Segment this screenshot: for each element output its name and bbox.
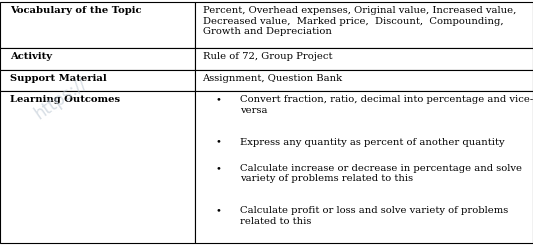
Text: •: •: [216, 95, 222, 104]
Text: Rule of 72, Group Project: Rule of 72, Group Project: [203, 52, 332, 61]
Text: Support Material: Support Material: [10, 74, 107, 83]
Text: Percent, Overhead expenses, Original value, Increased value,
Decreased value,  M: Percent, Overhead expenses, Original val…: [203, 6, 516, 36]
Text: Express any quantity as percent of another quantity: Express any quantity as percent of anoth…: [240, 138, 504, 147]
Bar: [0, 91, 195, 243]
Bar: [0, 2, 195, 48]
Text: •: •: [216, 206, 222, 215]
Bar: [195, 48, 533, 70]
Text: Activity: Activity: [10, 52, 52, 61]
Bar: [195, 70, 533, 91]
Text: Calculate increase or decrease in percentage and solve
variety of problems relat: Calculate increase or decrease in percen…: [240, 164, 522, 183]
Text: https://: https://: [31, 74, 91, 122]
Text: •: •: [216, 138, 222, 147]
Text: Assignment, Question Bank: Assignment, Question Bank: [203, 74, 343, 83]
Text: Vocabulary of the Topic: Vocabulary of the Topic: [10, 6, 141, 15]
Bar: [195, 2, 533, 48]
Text: Calculate profit or loss and solve variety of problems
related to this: Calculate profit or loss and solve varie…: [240, 206, 508, 226]
Text: Convert fraction, ratio, decimal into percentage and vice-
versa: Convert fraction, ratio, decimal into pe…: [240, 95, 533, 115]
Bar: [0, 48, 195, 70]
Text: Learning Outcomes: Learning Outcomes: [10, 95, 120, 104]
Bar: [195, 91, 533, 243]
Text: •: •: [216, 164, 222, 173]
Bar: [0, 70, 195, 91]
